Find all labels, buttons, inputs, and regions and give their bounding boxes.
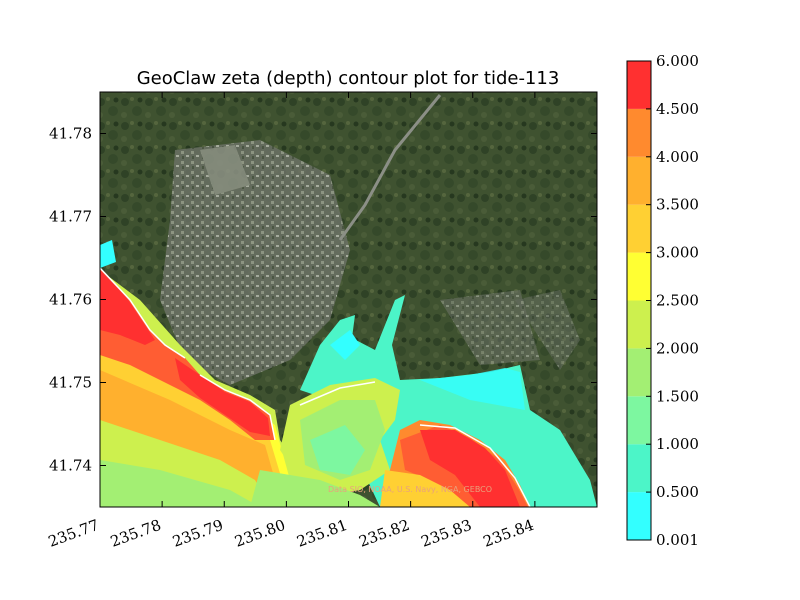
road xyxy=(338,94,442,241)
x-tick-label: 235.82 xyxy=(357,516,412,551)
x-tick-label: 235.77 xyxy=(46,516,101,551)
colorbar-tick-label: 3.000 xyxy=(656,244,699,262)
colorbar-tick-label: 1.500 xyxy=(656,387,699,405)
basemap-credit: Data SIO, NOAA, U.S. Navy, NGA, GEBCO xyxy=(328,485,492,494)
x-tick-label: 235.83 xyxy=(419,516,474,551)
x-tick-label: 235.79 xyxy=(170,516,225,551)
y-tick-label: 41.76 xyxy=(49,291,92,309)
colorbar-segment xyxy=(627,300,651,349)
y-tick-label: 41.77 xyxy=(49,208,92,226)
colorbar-segment xyxy=(627,61,651,109)
x-tick-label: 235.84 xyxy=(481,516,536,551)
colorbar-segment xyxy=(627,492,651,540)
colorbar-tick-label: 0.500 xyxy=(656,483,699,501)
colorbar-tick-label: 2.000 xyxy=(656,339,699,357)
plot-area: Data SIO, NOAA, U.S. Navy, NGA, GEBCO xyxy=(100,92,597,507)
colorbar-tick-label: 0.001 xyxy=(656,531,699,549)
colorbar-segment xyxy=(627,108,651,157)
x-tick-label: 235.81 xyxy=(294,516,349,551)
colorbar-tick-label: 2.500 xyxy=(656,292,699,310)
colorbar-segment xyxy=(627,396,651,445)
colorbar-segment xyxy=(627,348,651,397)
colorbar-tick-label: 4.000 xyxy=(656,148,699,166)
x-tick-label: 235.78 xyxy=(108,516,163,551)
shoreline xyxy=(100,267,531,507)
colorbar-segment xyxy=(627,156,651,205)
y-tick-label: 41.74 xyxy=(49,457,92,475)
colorbar-tick-label: 3.500 xyxy=(656,196,699,214)
y-tick-label: 41.75 xyxy=(49,374,92,392)
colorbar-tick-label: 1.000 xyxy=(656,435,699,453)
colorbar-segment xyxy=(627,204,651,253)
urban-area xyxy=(160,140,580,385)
y-tick-label: 41.78 xyxy=(49,125,92,143)
colorbar: 0.001 0.500 1.000 1.500 2.000 2.500 3.000 3.500… xyxy=(626,52,699,549)
colorbar-tick-label: 6.000 xyxy=(656,52,699,70)
colorbar-segment xyxy=(627,252,651,301)
colorbar-tick-label: 4.500 xyxy=(656,100,699,118)
colorbar-segment xyxy=(627,444,651,493)
chart-title: GeoClaw zeta (depth) contour plot for ti… xyxy=(137,68,560,89)
y-axis: 41.74 41.75 41.76 41.77 41.78 xyxy=(49,125,597,475)
x-tick-label: 235.80 xyxy=(232,516,287,551)
